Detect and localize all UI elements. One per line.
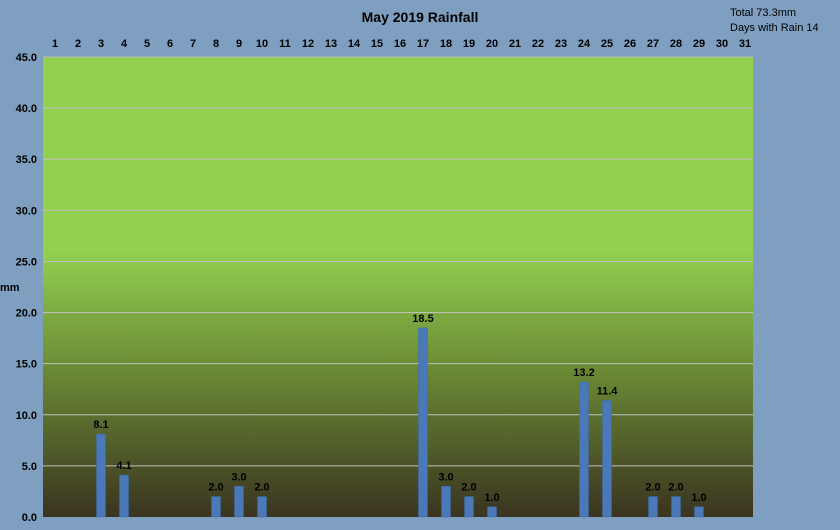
x-tick-label: 28	[670, 38, 682, 50]
x-tick-label: 10	[256, 38, 268, 50]
x-tick-label: 7	[190, 38, 196, 50]
x-axis-ticks: 1 2 3 4 5 6 7 8 9 10 11 12 13 14 15 16 17 18 19 20 21 22 23 24 2…	[52, 38, 751, 50]
x-tick-label: 23	[555, 38, 567, 50]
gridlines	[43, 56, 753, 467]
data-label: 1.0	[691, 492, 706, 504]
bar-day-18	[441, 486, 451, 518]
bar-day-8	[211, 496, 221, 518]
plot-area	[43, 57, 753, 517]
chart-title: May 2019 Rainfall	[362, 9, 479, 25]
data-label: 2.0	[461, 482, 476, 494]
y-tick-label: 0.0	[22, 512, 37, 524]
data-label: 2.0	[208, 482, 223, 494]
x-tick-label: 22	[532, 38, 544, 50]
bar-day-25	[602, 400, 612, 518]
y-tick-label: 40.0	[16, 103, 37, 115]
y-tick-label: 20.0	[16, 308, 37, 320]
y-tick-label: 25.0	[16, 256, 37, 268]
bar-day-28	[671, 496, 681, 518]
x-tick-label: 16	[394, 38, 406, 50]
x-tick-label: 8	[213, 38, 219, 50]
x-tick-label: 30	[716, 38, 728, 50]
x-tick-label: 4	[121, 38, 128, 50]
x-tick-label: 15	[371, 38, 383, 50]
bar-day-27	[648, 496, 658, 518]
bar-day-20	[487, 506, 497, 518]
x-tick-label: 25	[601, 38, 613, 50]
data-label: 2.0	[254, 482, 269, 494]
data-label: 8.1	[93, 419, 108, 431]
data-label: 13.2	[573, 367, 594, 379]
bar-day-17	[418, 327, 428, 518]
data-labels: 8.1 4.1 2.0 3.0 2.0 18.5 3.0 2.0 1.0 13.211.4 2.0 2…	[93, 313, 706, 504]
data-label: 11.4	[597, 385, 619, 397]
x-tick-label: 20	[486, 38, 498, 50]
bars	[96, 327, 704, 518]
x-tick-label: 31	[739, 38, 751, 50]
days-with-rain-text: Days with Rain 14	[730, 22, 819, 34]
x-tick-label: 17	[417, 38, 429, 50]
data-label: 4.1	[116, 460, 131, 472]
x-tick-label: 29	[693, 38, 705, 50]
x-tick-label: 6	[167, 38, 173, 50]
x-tick-label: 14	[348, 38, 361, 50]
bar-day-19	[464, 496, 474, 518]
x-tick-label: 9	[236, 38, 242, 50]
data-label: 18.5	[412, 313, 433, 325]
x-tick-label: 27	[647, 38, 659, 50]
x-tick-label: 11	[279, 38, 291, 50]
y-tick-label: 10.0	[16, 410, 37, 422]
data-label: 2.0	[645, 482, 660, 494]
bar-day-3	[96, 433, 106, 518]
data-label: 1.0	[484, 492, 499, 504]
bar-day-10	[257, 496, 267, 518]
y-tick-label: 15.0	[16, 359, 37, 371]
y-axis-ticks: 0.0 5.0 10.0 15.0 20.0 25.0 30.0 35.0 40.0 45.0	[16, 52, 37, 524]
data-label: 3.0	[438, 471, 453, 483]
y-tick-label: 30.0	[16, 205, 37, 217]
x-tick-label: 24	[578, 38, 591, 50]
bar-day-9	[234, 486, 244, 518]
y-tick-label: 5.0	[22, 461, 37, 473]
x-tick-label: 13	[325, 38, 337, 50]
data-label: 3.0	[231, 471, 246, 483]
bar-day-24	[579, 381, 589, 518]
y-axis-label: mm	[0, 282, 20, 294]
x-tick-label: 21	[509, 38, 521, 50]
y-tick-label: 35.0	[16, 154, 37, 166]
bar-day-4	[119, 474, 129, 518]
bar-day-29	[694, 506, 704, 518]
data-label: 2.0	[668, 482, 683, 494]
x-tick-label: 26	[624, 38, 636, 50]
x-tick-label: 3	[98, 38, 104, 50]
x-tick-label: 1	[52, 38, 58, 50]
x-tick-label: 18	[440, 38, 452, 50]
x-tick-label: 19	[463, 38, 475, 50]
x-tick-label: 5	[144, 38, 150, 50]
total-rainfall-text: Total 73.3mm	[730, 7, 796, 19]
x-tick-label: 12	[302, 38, 314, 50]
y-tick-label: 45.0	[16, 52, 37, 64]
x-tick-label: 2	[75, 38, 81, 50]
